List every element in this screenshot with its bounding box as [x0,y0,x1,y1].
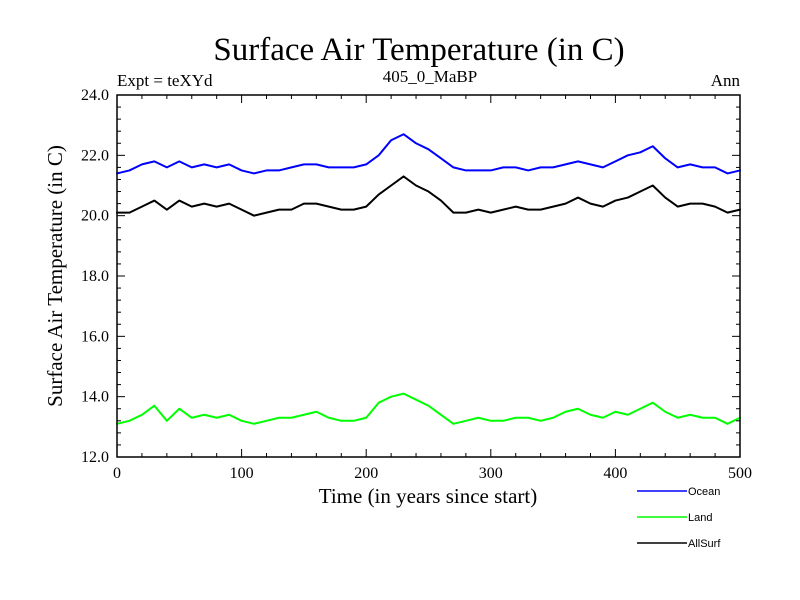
x-tick-label: 500 [728,465,752,482]
chart-subtitle: 405_0_MaBP [383,67,477,86]
y-tick-label: 16.0 [81,328,109,345]
y-tick-label: 12.0 [81,449,109,466]
y-tick-label: 14.0 [81,389,109,406]
legend: Ocean Land AllSurf [637,486,721,550]
x-tick-label: 100 [230,465,254,482]
x-tick-label: 0 [113,465,121,482]
y-tick-label: 18.0 [81,268,109,285]
ticks-layer: 0 100 200 300 400 500 12.0 14.0 16.0 18.0 20.0 22.0… [81,87,752,482]
series-layer [116,133,741,425]
chart-title: Surface Air Temperature (in C) [213,32,624,68]
x-axis-label: Time (in years since start) [319,484,538,508]
x-tick-label: 200 [354,465,378,482]
period-label: Ann [711,71,741,90]
y-tick-label: 24.0 [81,87,109,104]
y-axis-label: Surface Air Temperature (in C) [43,145,67,407]
expt-label: Expt = teXYd [117,71,213,90]
y-tick-label: 20.0 [81,208,109,225]
legend-label-allsurf: AllSurf [688,538,721,550]
x-tick-label: 400 [603,465,627,482]
legend-label-land: Land [688,512,712,524]
legend-label-ocean: Ocean [688,486,720,498]
series-line-ocean [116,133,741,175]
y-tick-label: 22.0 [81,147,109,164]
series-line-land [116,392,741,425]
x-tick-label: 300 [479,465,503,482]
series-line-allsurf [116,175,741,217]
